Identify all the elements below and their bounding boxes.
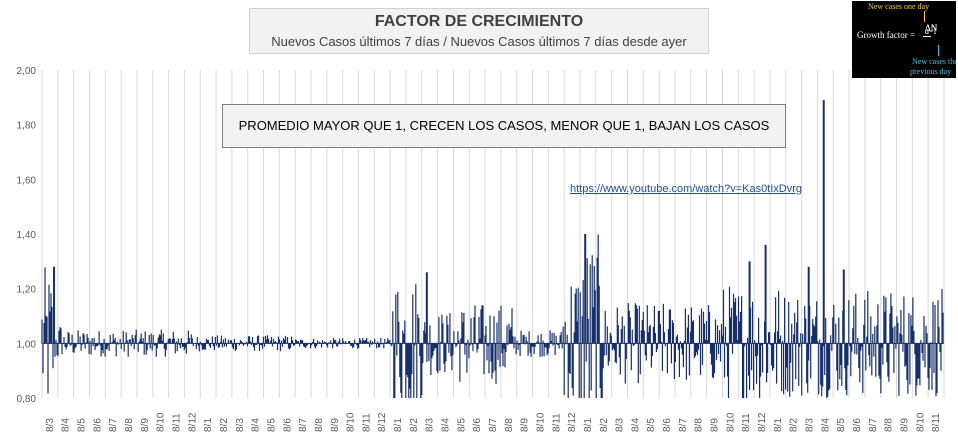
x-tick-label: 8/3 — [804, 418, 815, 432]
x-tick-label: 8/7 — [298, 418, 309, 432]
x-tick-label: 8/8 — [694, 418, 705, 432]
x-tick-label: 8/7 — [108, 418, 119, 432]
x-tick-label: 8/6 — [92, 418, 103, 432]
x-tick-label: 8/5 — [836, 418, 847, 432]
x-tick-label: 8/8 — [504, 418, 515, 432]
x-tick-label: 8/12 — [567, 412, 578, 432]
formula-numerator-sub: d — [925, 26, 929, 36]
chart-subtitle: Nuevos Casos últimos 7 días / Nuevos Cas… — [271, 34, 687, 49]
x-tick-label: 8/1 — [203, 418, 214, 432]
y-tick-label: 1,80 — [17, 121, 37, 132]
x-tick-label: 8/2 — [789, 418, 800, 432]
x-tick-label: 8/9 — [520, 418, 531, 432]
x-tick-label: 8/4 — [441, 418, 452, 432]
x-tick-label: 8/5 — [646, 418, 657, 432]
x-tick-label: 8/6 — [852, 418, 863, 432]
x-tick-label: 8/5 — [266, 418, 277, 432]
x-tick-label: 8/7 — [678, 418, 689, 432]
x-tick-label: 8/1 — [393, 418, 404, 432]
x-tick-label: 8/1 — [773, 418, 784, 432]
x-tick-label: 8/7 — [488, 418, 499, 432]
formula-label: Growth factor = — [857, 30, 916, 40]
x-tick-label: 8/3 — [425, 418, 436, 432]
x-tick-label: 8/5 — [456, 418, 467, 432]
x-tick-label: 8/4 — [630, 418, 641, 432]
note-text: PROMEDIO MAYOR QUE 1, CRECEN LOS CASOS, … — [238, 118, 770, 133]
x-tick-label: 8/4 — [251, 418, 262, 432]
x-tick-label: 8/11 — [551, 413, 562, 432]
y-tick-label: 1,20 — [17, 285, 37, 296]
x-tick-label: 8/6 — [282, 418, 293, 432]
y-tick-label: 0,80 — [17, 394, 37, 405]
x-tick-label: 8/12 — [187, 412, 198, 432]
x-tick-label: 8/8 — [884, 418, 895, 432]
note-box: PROMEDIO MAYOR QUE 1, CRECEN LOS CASOS, … — [222, 104, 786, 148]
x-tick-label: 8/9 — [710, 418, 721, 432]
x-tick-label: 8/8 — [314, 418, 325, 432]
x-tick-label: 8/12 — [377, 412, 388, 432]
x-tick-label: 8/11 — [172, 413, 183, 432]
formula-denominator-sub: d−1 — [925, 26, 937, 36]
axis-layer: 0,80 1,00 1,20 1,40 1,60 1,80 2,00 8/3 8/4 8/5 8/6… — [17, 66, 943, 432]
y-tick-label: 1,00 — [17, 339, 37, 350]
x-tick-label: 8/10 — [156, 412, 167, 432]
x-tick-label: 8/3 — [615, 418, 626, 432]
x-tick-label: 8/9 — [330, 418, 341, 432]
y-tick-label: 1,40 — [17, 230, 37, 241]
x-tick-label: 8/2 — [409, 418, 420, 432]
x-tick-label: 8/6 — [472, 418, 483, 432]
formula-bottom-line1: New cases the — [912, 57, 956, 66]
formula-bottom-line2: previous day — [910, 67, 952, 76]
x-tick-label: 8/3 — [45, 418, 56, 432]
x-tick-label: 8/10 — [535, 412, 546, 432]
chart-title: FACTOR DE CRECIMIENTO — [374, 13, 584, 30]
formula-top-text: New cases one day — [868, 2, 930, 11]
x-tick-label: 8/4 — [61, 418, 72, 432]
x-tick-label: 8/12 — [757, 412, 768, 432]
x-tick-label: 8/5 — [77, 418, 88, 432]
arrow-down-icon — [924, 11, 925, 22]
bar-layer — [41, 100, 944, 398]
chart-title-box: FACTOR DE CRECIMIENTO Nuevos Casos últim… — [249, 8, 709, 54]
x-tick-label: 8/2 — [219, 418, 230, 432]
x-tick-label: 8/3 — [235, 418, 246, 432]
y-tick-label: 2,00 — [17, 66, 37, 77]
x-tick-label: 8/9 — [899, 418, 910, 432]
formula-denominator: ΔN — [925, 23, 938, 33]
x-tick-label: 8/11 — [931, 413, 942, 432]
youtube-link[interactable]: https://www.youtube.com/watch?v=Kas0tIxD… — [570, 183, 803, 195]
x-tick-label: 8/7 — [868, 418, 879, 432]
arrow-up-icon — [938, 45, 939, 56]
y-tick-label: 1,60 — [17, 175, 37, 186]
x-tick-label: 8/4 — [820, 418, 831, 432]
x-tick-label: 8/11 — [361, 413, 372, 432]
x-tick-label: 8/8 — [124, 418, 135, 432]
formula-numerator: ΔN — [925, 23, 938, 33]
growth-factor-formula-image: New cases one day Growth factor = ΔN d ΔN… — [852, 1, 956, 78]
x-tick-label: 8/10 — [915, 412, 926, 432]
x-tick-label: 8/6 — [662, 418, 673, 432]
x-tick-label: 8/11 — [741, 413, 752, 432]
x-tick-label: 8/2 — [599, 418, 610, 432]
x-tick-label: 8/10 — [725, 412, 736, 432]
x-tick-label: 8/1 — [583, 418, 594, 432]
x-tick-label: 8/9 — [140, 418, 151, 432]
x-tick-label: 8/10 — [346, 412, 357, 432]
